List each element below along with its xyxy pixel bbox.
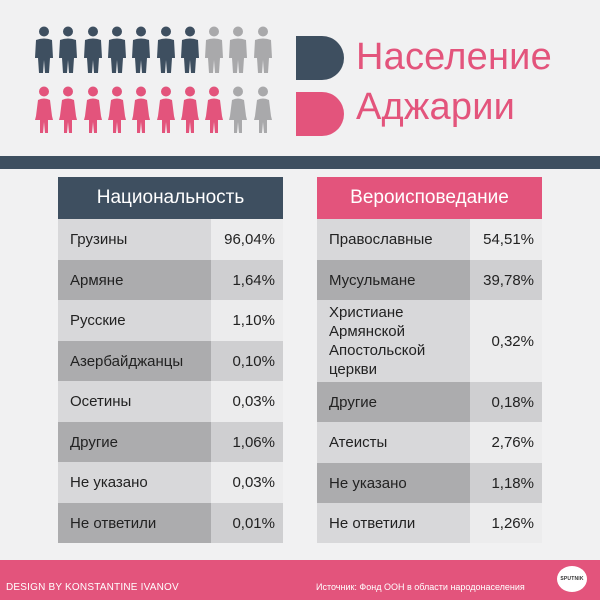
man-icon <box>59 26 78 73</box>
table-row: Русские 1,10% <box>58 300 283 341</box>
nationality-table-header: Национальность <box>58 177 283 219</box>
row-value: 1,06% <box>211 422 283 462</box>
header-divider <box>0 156 600 169</box>
source-note: Источник: Фонд ООН в области народонасел… <box>316 582 525 592</box>
row-value: 1,64% <box>211 260 283 300</box>
woman-icon <box>229 86 248 133</box>
man-icon <box>156 26 175 73</box>
title-line-2: Аджарии <box>356 86 516 128</box>
nationality-table: Национальность Грузины 96,04% Армяне 1,64% Р… <box>58 177 283 543</box>
man-icon <box>35 26 53 73</box>
table-row: Мусульмане 39,78% <box>317 260 542 300</box>
row-value: 1,26% <box>470 503 542 543</box>
row-label: Не указано <box>317 463 470 503</box>
woman-icon <box>205 86 224 133</box>
row-value: 0,01% <box>211 503 283 543</box>
row-label: Другие <box>317 382 470 422</box>
man-icon <box>132 26 151 73</box>
people-icons-grid <box>34 26 284 146</box>
man-icon <box>83 26 102 73</box>
religion-table-header: Вероисповедание <box>317 177 542 219</box>
row-label: Мусульмане <box>317 260 470 300</box>
brand-logo: SPUTNIK <box>557 566 587 592</box>
man-icon <box>253 26 272 73</box>
row-label: Христиане Армянской Апостольской церкви <box>317 300 470 382</box>
row-value: 54,51% <box>470 219 542 260</box>
woman-icon <box>59 86 78 133</box>
man-icon <box>180 26 199 73</box>
table-row: Азербайджанцы 0,10% <box>58 341 283 381</box>
table-row: Не ответили 1,26% <box>317 503 542 543</box>
row-label: Православные <box>317 219 470 260</box>
row-value: 0,10% <box>211 341 283 381</box>
table-row: Грузины 96,04% <box>58 219 283 260</box>
row-label: Русские <box>58 300 211 341</box>
row-label: Грузины <box>58 219 211 260</box>
row-value: 96,04% <box>211 219 283 260</box>
woman-icon <box>35 86 53 133</box>
row-value: 0,03% <box>211 462 283 503</box>
woman-icon <box>156 86 175 133</box>
footer: DESIGN BY KONSTANTINE IVANOV Источник: Ф… <box>0 560 600 600</box>
row-label: Армяне <box>58 260 211 300</box>
woman-icon <box>180 86 199 133</box>
row-value: 39,78% <box>470 260 542 300</box>
table-row: Армяне 1,64% <box>58 260 283 300</box>
man-icon <box>107 26 126 73</box>
man-icon <box>205 26 224 73</box>
table-row: Не ответили 0,01% <box>58 503 283 543</box>
logo-shape <box>296 36 344 136</box>
row-label: Осетины <box>58 381 211 422</box>
title-line-1: Население <box>356 36 552 78</box>
table-row: Христиане Армянской Апостольской церкви 0… <box>317 300 542 382</box>
table-row: Атеисты 2,76% <box>317 422 542 463</box>
header: Население Аджарии <box>0 0 600 156</box>
table-row: Другие 0,18% <box>317 382 542 422</box>
row-value: 1,18% <box>470 463 542 503</box>
woman-icon <box>107 86 126 133</box>
row-value: 0,18% <box>470 382 542 422</box>
designer-credit: DESIGN BY KONSTANTINE IVANOV <box>6 582 179 593</box>
row-value: 0,32% <box>470 300 542 382</box>
logo-top-shape <box>296 36 344 80</box>
row-label: Не указано <box>58 462 211 503</box>
table-row: Осетины 0,03% <box>58 381 283 422</box>
row-value: 1,10% <box>211 300 283 341</box>
woman-icon <box>83 86 102 133</box>
page-title: Население Аджарии <box>356 32 552 132</box>
table-row: Не указано 1,18% <box>317 463 542 503</box>
religion-table: Вероисповедание Православные 54,51% Мусуль… <box>317 177 542 543</box>
woman-icon <box>132 86 151 133</box>
table-row: Православные 54,51% <box>317 219 542 260</box>
row-label: Атеисты <box>317 422 470 463</box>
row-label: Не ответили <box>317 503 470 543</box>
row-value: 2,76% <box>470 422 542 463</box>
row-label: Другие <box>58 422 211 462</box>
man-icon <box>229 26 248 73</box>
woman-icon <box>253 86 272 133</box>
table-row: Другие 1,06% <box>58 422 283 462</box>
row-value: 0,03% <box>211 381 283 422</box>
table-row: Не указано 0,03% <box>58 462 283 503</box>
row-label: Азербайджанцы <box>58 341 211 381</box>
logo-bottom-shape <box>296 92 344 136</box>
row-label: Не ответили <box>58 503 211 543</box>
